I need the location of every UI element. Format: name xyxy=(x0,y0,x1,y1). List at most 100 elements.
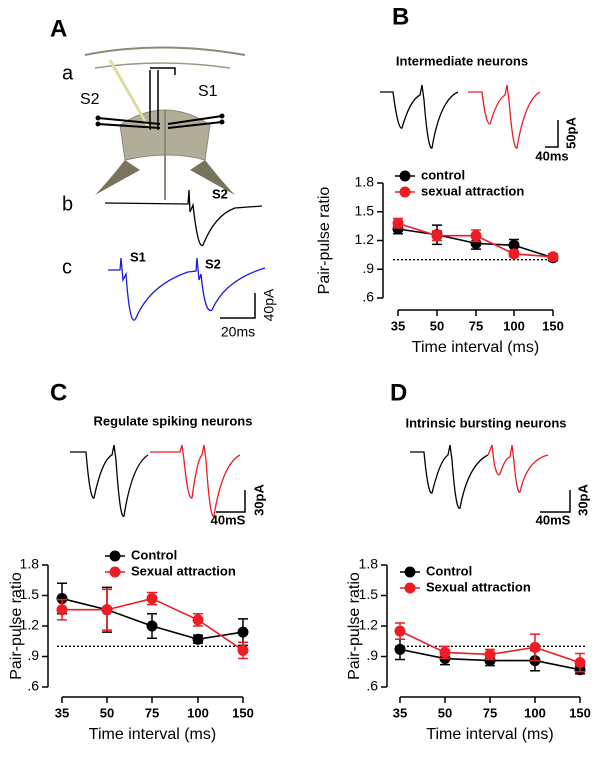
y-tick-label: .9 xyxy=(366,647,378,663)
x-tick-label: 100 xyxy=(187,705,209,720)
marker xyxy=(56,593,68,605)
marker xyxy=(192,614,204,626)
trace xyxy=(70,444,149,517)
y-tick-label: .9 xyxy=(27,647,39,663)
x-tick-label: 100 xyxy=(503,318,525,333)
x-tick-label: 150 xyxy=(232,705,254,720)
legend-label: control xyxy=(421,167,465,182)
scale-bar xyxy=(216,490,246,513)
x-tick-label: 75 xyxy=(145,705,159,720)
marker xyxy=(146,620,158,632)
panel-title: Regulate spiking neurons xyxy=(94,413,253,428)
marker xyxy=(146,593,158,605)
legend-marker xyxy=(399,170,411,182)
x-axis-label: Time interval (ms) xyxy=(89,726,216,743)
marker xyxy=(470,230,482,242)
y-tick-label: .6 xyxy=(27,678,39,694)
y-tick-label: 1.5 xyxy=(359,586,379,602)
electrode-label: S1 xyxy=(198,83,218,100)
y-tick-label: 1.8 xyxy=(359,556,379,572)
x-tick-label: 35 xyxy=(55,705,69,720)
marker xyxy=(484,648,496,660)
scale-label: 30pA xyxy=(575,483,590,515)
marker xyxy=(394,625,406,637)
marker xyxy=(237,626,249,638)
scale-label: 50pA xyxy=(563,116,578,148)
x-tick-label: 50 xyxy=(438,705,452,720)
y-tick-label: .6 xyxy=(362,289,374,305)
trace xyxy=(487,444,549,493)
x-tick-label: 75 xyxy=(469,318,483,333)
marker xyxy=(101,604,113,616)
y-axis-label: Pair-pulse ratio xyxy=(346,572,363,680)
scale-label: 40ms xyxy=(535,148,568,163)
marker xyxy=(56,604,68,616)
marker xyxy=(529,641,541,653)
x-tick-label: 75 xyxy=(483,705,497,720)
trace-label: S1 xyxy=(130,249,146,264)
y-tick-label: 1.8 xyxy=(355,174,375,190)
x-tick-label: 35 xyxy=(393,705,407,720)
legend-label: sexual attraction xyxy=(421,183,524,198)
x-tick-label: 35 xyxy=(391,318,405,333)
trace xyxy=(380,84,459,149)
scale-label: 30pA xyxy=(251,483,266,515)
y-tick-label: 1.2 xyxy=(355,231,375,247)
marker xyxy=(192,633,204,645)
trace xyxy=(410,444,489,509)
y-axis-label: Pair-pulse ratio xyxy=(316,187,333,295)
marker xyxy=(392,217,404,229)
x-axis-label: Time interval (ms) xyxy=(426,726,553,743)
scale-label: 20ms xyxy=(221,324,255,340)
scale-label: 40pA xyxy=(261,288,277,321)
marker xyxy=(547,251,559,263)
marker xyxy=(237,644,249,656)
x-tick-label: 50 xyxy=(100,705,114,720)
marker xyxy=(394,643,406,655)
y-axis-label: Pair-pulse ratio xyxy=(8,572,25,680)
legend-marker xyxy=(109,566,121,578)
legend-marker xyxy=(399,186,411,198)
scale-bar xyxy=(540,490,571,513)
marker xyxy=(508,239,520,251)
trace xyxy=(108,257,266,321)
marker xyxy=(431,230,443,242)
scale-bar xyxy=(220,293,256,319)
scale-label: 40mS xyxy=(211,512,246,527)
legend-label: Control xyxy=(426,563,472,578)
y-tick-label: 1.8 xyxy=(20,556,40,572)
legend-marker xyxy=(404,566,416,578)
scale-bar xyxy=(545,120,559,148)
sub-label: b xyxy=(62,193,73,215)
scale-label: 40mS xyxy=(536,512,571,527)
x-tick-label: 100 xyxy=(524,705,546,720)
panel-letter: B xyxy=(392,3,409,30)
marker xyxy=(508,248,520,260)
y-tick-label: 1.5 xyxy=(355,202,375,218)
sub-label: a xyxy=(62,62,74,84)
trace xyxy=(104,189,263,247)
y-tick-label: .9 xyxy=(362,260,374,276)
panel-letter: D xyxy=(390,379,407,406)
x-tick-label: 150 xyxy=(542,318,564,333)
legend-label: Sexual attraction xyxy=(131,563,236,578)
y-tick-label: 1.2 xyxy=(359,617,379,633)
legend-marker xyxy=(404,582,416,594)
marker xyxy=(574,657,586,669)
electrode-label: S2 xyxy=(80,91,100,108)
slice-diagram xyxy=(84,46,246,200)
x-axis-label: Time interval (ms) xyxy=(412,339,539,356)
sub-label: c xyxy=(62,256,72,278)
x-tick-label: 50 xyxy=(430,318,444,333)
y-tick-label: 1.2 xyxy=(20,617,40,633)
panel-letter: A xyxy=(50,15,67,42)
panel-letter: C xyxy=(50,379,67,406)
panel-title: Intermediate neurons xyxy=(396,53,528,68)
legend-label: Sexual attraction xyxy=(426,579,531,594)
legend-marker xyxy=(109,550,121,562)
marker xyxy=(470,237,482,249)
trace xyxy=(468,84,541,149)
panel-title: Intrinsic bursting neurons xyxy=(405,415,566,430)
y-tick-label: 1.5 xyxy=(20,586,40,602)
